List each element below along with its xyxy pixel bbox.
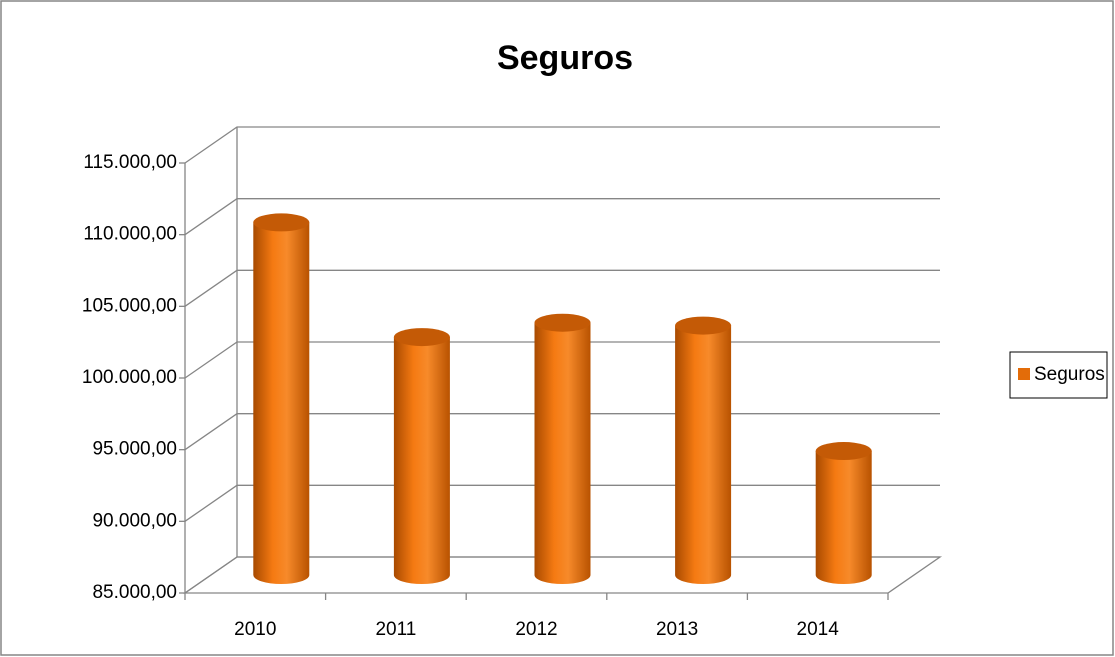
x-tick-label: 2011 <box>375 619 416 640</box>
bar <box>253 222 310 584</box>
bar-cap <box>675 316 732 335</box>
bar <box>675 325 732 584</box>
bar <box>815 451 872 584</box>
bar-cap <box>815 442 872 461</box>
y-tick-label: 85.000,00 <box>92 582 177 603</box>
y-tick-label: 90.000,00 <box>92 510 177 531</box>
y-tick-label: 105.000,00 <box>82 295 177 316</box>
y-tick-label: 110.000,00 <box>83 224 177 245</box>
bar-cap <box>253 213 310 232</box>
grid-line <box>184 126 940 164</box>
bar <box>534 322 591 584</box>
x-tick-label: 2012 <box>515 619 557 640</box>
grid-line <box>184 269 940 307</box>
y-tick-label: 115.000,00 <box>83 152 177 173</box>
bar-cap <box>534 313 591 332</box>
y-tick-label: 95.000,00 <box>92 439 177 460</box>
legend-swatch <box>1018 368 1030 380</box>
grid-line <box>184 198 940 236</box>
y-tick-label: 100.000,00 <box>82 367 177 388</box>
bar-cap <box>393 328 450 347</box>
x-tick-label: 2010 <box>234 619 276 640</box>
x-tick-label: 2014 <box>797 619 840 640</box>
chart-title: Seguros <box>497 39 633 77</box>
legend-label: Seguros <box>1034 364 1105 385</box>
bar <box>393 337 450 584</box>
x-tick-label: 2013 <box>656 619 698 640</box>
